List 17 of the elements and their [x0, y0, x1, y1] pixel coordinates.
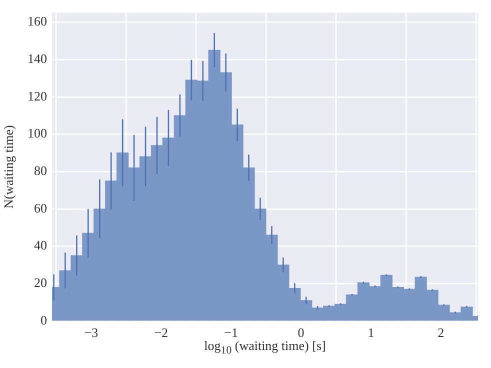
x-tick-label: 1 [368, 325, 374, 340]
y-tick-label: 120 [28, 88, 47, 104]
y-tick-label: 160 [28, 14, 47, 29]
x-axis-title: log$_{10}$ (waiting time) [s] [204, 338, 326, 357]
y-tick-label: 80 [34, 162, 47, 178]
x-tick-label: −2 [154, 325, 168, 340]
x-tick-label: −3 [84, 325, 98, 340]
y-tick-label: 40 [34, 238, 47, 253]
x-tick-label: −1 [224, 325, 238, 340]
y-tick-label: 60 [34, 200, 47, 216]
x-tick-label: 0 [298, 325, 304, 340]
y-axis-title: N(waiting time) [1, 125, 16, 209]
y-tick-label: 0 [40, 312, 47, 328]
y-tick-label: 100 [28, 126, 47, 141]
y-tick-label: 20 [34, 275, 47, 290]
x-tick-label: 2 [438, 325, 444, 340]
y-tick-label: 140 [28, 50, 47, 66]
